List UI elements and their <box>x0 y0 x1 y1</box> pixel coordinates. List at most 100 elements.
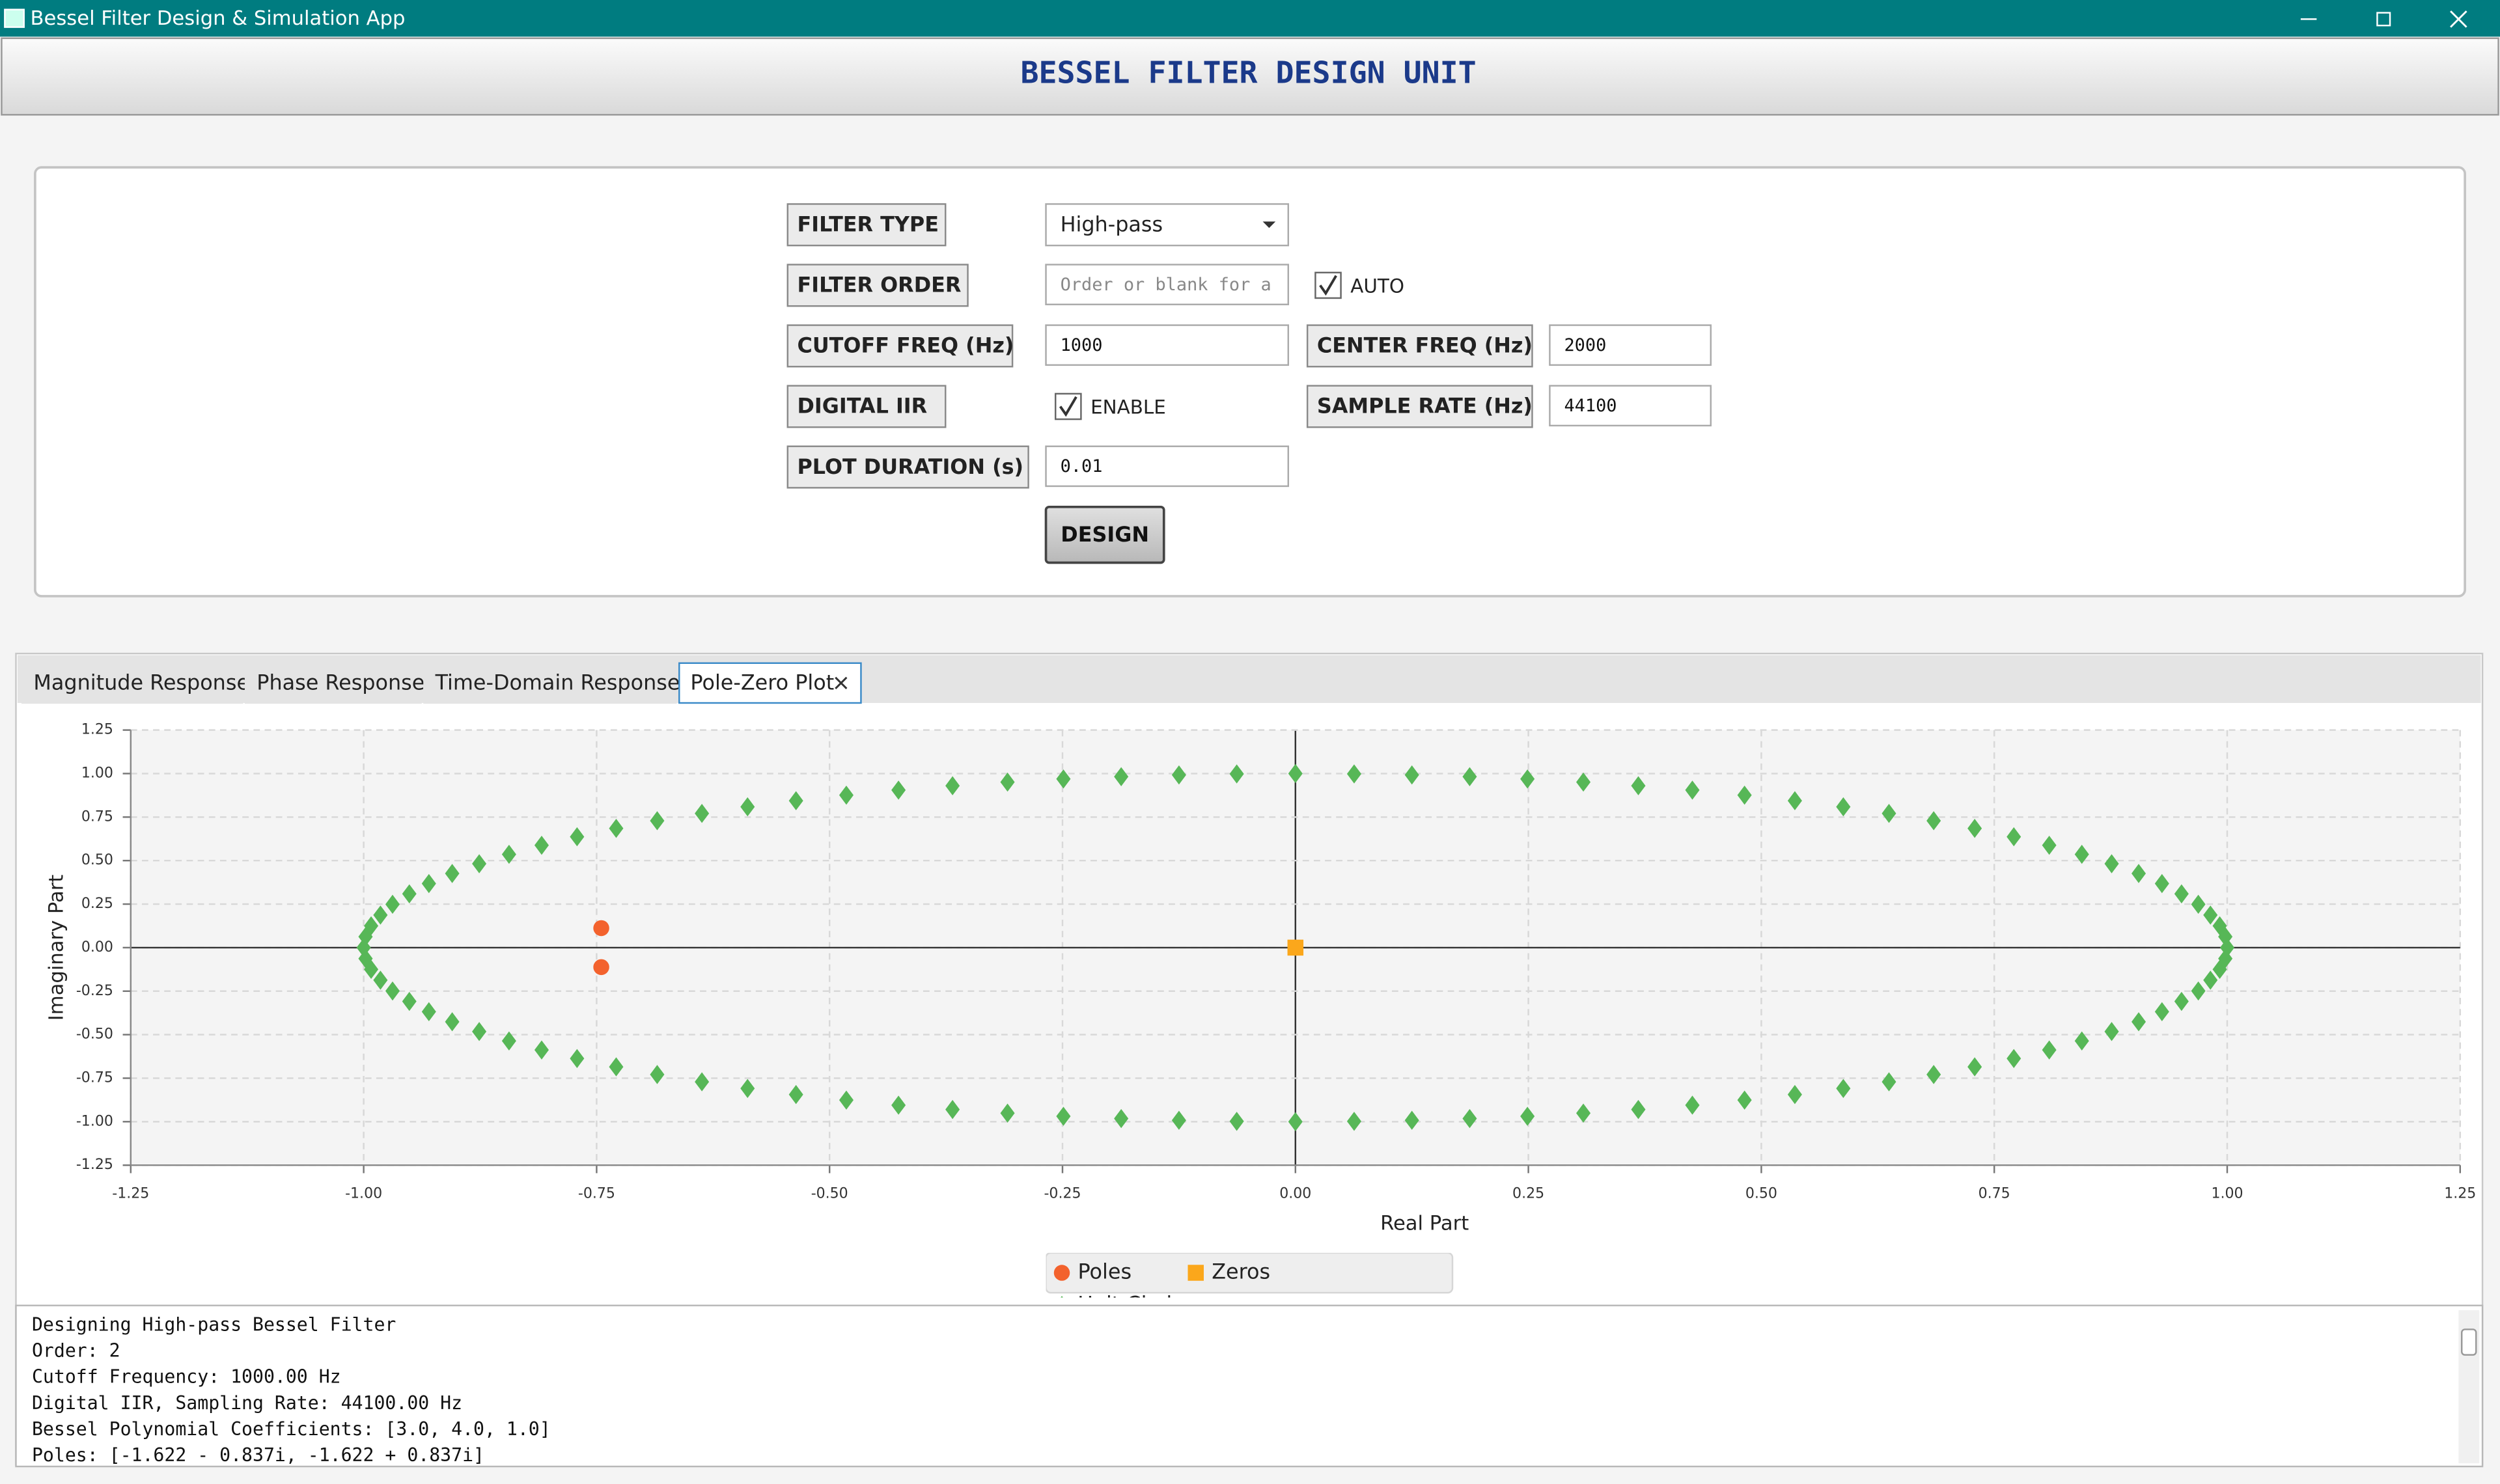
tab[interactable] <box>678 662 862 704</box>
legend-label: Zeros <box>1212 1259 1270 1284</box>
x-tick-label: 1.25 <box>2444 1185 2476 1202</box>
zero-marker <box>1287 939 1304 956</box>
scrollbar-thumb[interactable] <box>2461 1328 2477 1356</box>
pole-marker <box>1053 1265 1070 1281</box>
unit-circle-marker <box>1229 1112 1244 1131</box>
unit-circle-marker <box>402 884 417 903</box>
tab[interactable] <box>21 662 243 704</box>
unit-circle-marker <box>2212 916 2227 936</box>
unit-circle-marker <box>1346 1112 1361 1131</box>
unit-circle-marker <box>1114 767 1129 786</box>
unit-circle-marker <box>501 844 516 864</box>
field-label-box <box>786 324 1014 368</box>
unit-circle-marker <box>2131 864 2146 883</box>
unit-circle-marker <box>570 1049 585 1068</box>
unit-circle-marker <box>1787 1084 1802 1105</box>
unit-circle-marker <box>2131 1012 2146 1032</box>
field-label-box <box>786 264 969 307</box>
unit-circle-marker <box>945 1099 960 1120</box>
field-label-box <box>1306 385 1533 428</box>
legend-box <box>1046 1252 1454 1294</box>
text-field[interactable] <box>1045 445 1289 488</box>
unit-circle-marker <box>1171 1110 1186 1130</box>
tab-label: Time-Domain Response <box>435 670 680 695</box>
unit-circle-marker <box>534 835 549 855</box>
unit-circle-marker <box>570 827 585 847</box>
x-tick-label: 0.75 <box>1979 1185 2010 1202</box>
checkbox-label: AUTO <box>1350 275 1404 297</box>
checkmark <box>1319 275 1337 296</box>
field-label: PLOT DURATION (s) <box>797 454 1023 479</box>
unit-circle-marker <box>1404 765 1419 785</box>
combo-value: High-pass <box>1061 212 1163 237</box>
field-label-box <box>786 385 947 428</box>
tab-label: Phase Response <box>257 670 424 695</box>
text-field[interactable] <box>1045 264 1289 305</box>
text-field[interactable] <box>1549 385 1712 427</box>
text-field-value: Order or blank for a <box>1061 275 1271 295</box>
unit-circle-marker <box>1576 1103 1591 1123</box>
unit-circle-marker <box>1346 764 1361 784</box>
unit-circle-marker <box>2154 1002 2169 1022</box>
console-line: Bessel Polynomial Coefficients: [3.0, 4.… <box>32 1418 551 1440</box>
unit-circle-marker <box>2154 873 2169 894</box>
unit-circle-marker <box>1288 1112 1303 1132</box>
unit-circle-marker <box>1171 765 1186 785</box>
y-tick-label: -1.25 <box>76 1157 113 1173</box>
close-button[interactable] <box>2450 10 2467 28</box>
unit-circle-marker <box>402 991 417 1011</box>
design-button[interactable] <box>1044 505 1165 564</box>
x-tick-label: 0.50 <box>1745 1185 1777 1202</box>
checkbox[interactable] <box>1055 392 1082 420</box>
unit-circle-marker <box>891 780 906 800</box>
unit-circle-marker <box>534 1040 549 1060</box>
tab[interactable] <box>244 662 422 704</box>
field-label: CENTER FREQ (Hz) <box>1317 333 1533 358</box>
unit-circle-marker <box>2174 884 2189 903</box>
y-tick-label: -1.00 <box>76 1113 113 1129</box>
y-tick-label: 0.25 <box>81 896 113 912</box>
field-label: CUTOFF FREQ (Hz) <box>797 333 1014 358</box>
console-line: Designing High-pass Bessel Filter <box>32 1313 396 1335</box>
y-tick-label: -0.25 <box>76 983 113 999</box>
unit-circle-marker <box>1229 764 1244 784</box>
text-field-value: 2000 <box>1564 335 1606 355</box>
header-title: BESSEL FILTER DESIGN UNIT <box>1020 55 1476 90</box>
unit-circle-marker <box>609 819 624 838</box>
unit-circle-marker <box>1061 1296 1063 1298</box>
text-field[interactable] <box>1045 324 1289 366</box>
unit-circle-marker <box>1404 1110 1419 1130</box>
y-tick-label: -0.75 <box>76 1069 113 1086</box>
console-area <box>15 1304 2484 1468</box>
unit-circle-marker <box>2104 1022 2119 1041</box>
x-tick-label: -1.25 <box>112 1185 149 1202</box>
unit-circle-marker <box>445 1012 460 1032</box>
unit-circle-marker <box>2074 1031 2089 1051</box>
text-field[interactable] <box>1549 324 1712 366</box>
unit-circle-marker <box>650 811 665 831</box>
tab[interactable] <box>423 662 677 704</box>
unit-circle-marker <box>891 1095 906 1115</box>
tab-close[interactable] <box>835 676 848 689</box>
tab-label: Pole-Zero Plot <box>690 670 834 695</box>
text-field-value: 0.01 <box>1061 456 1103 476</box>
console-line: Cutoff Frequency: 1000.00 Hz <box>32 1366 341 1388</box>
unit-circle-marker <box>1685 780 1700 800</box>
unit-circle-marker <box>740 1079 755 1098</box>
unit-circle-marker <box>2042 835 2057 855</box>
x-tick-label: 0.25 <box>1512 1185 1544 1202</box>
combo-box[interactable] <box>1045 203 1289 247</box>
unit-circle-marker <box>2007 1049 2021 1068</box>
y-tick-label: 0.50 <box>81 852 113 868</box>
unit-circle-marker <box>839 1090 854 1110</box>
unit-circle-marker <box>839 785 854 805</box>
unit-circle-marker <box>385 981 400 1001</box>
x-tick-label: 1.00 <box>2211 1185 2243 1202</box>
app-icon <box>4 8 25 28</box>
unit-circle-marker <box>2007 827 2021 847</box>
unit-circle-marker <box>1882 804 1896 823</box>
unit-circle-marker <box>650 1065 665 1084</box>
unit-circle-marker <box>421 1002 436 1022</box>
restore-button[interactable] <box>2376 12 2391 27</box>
